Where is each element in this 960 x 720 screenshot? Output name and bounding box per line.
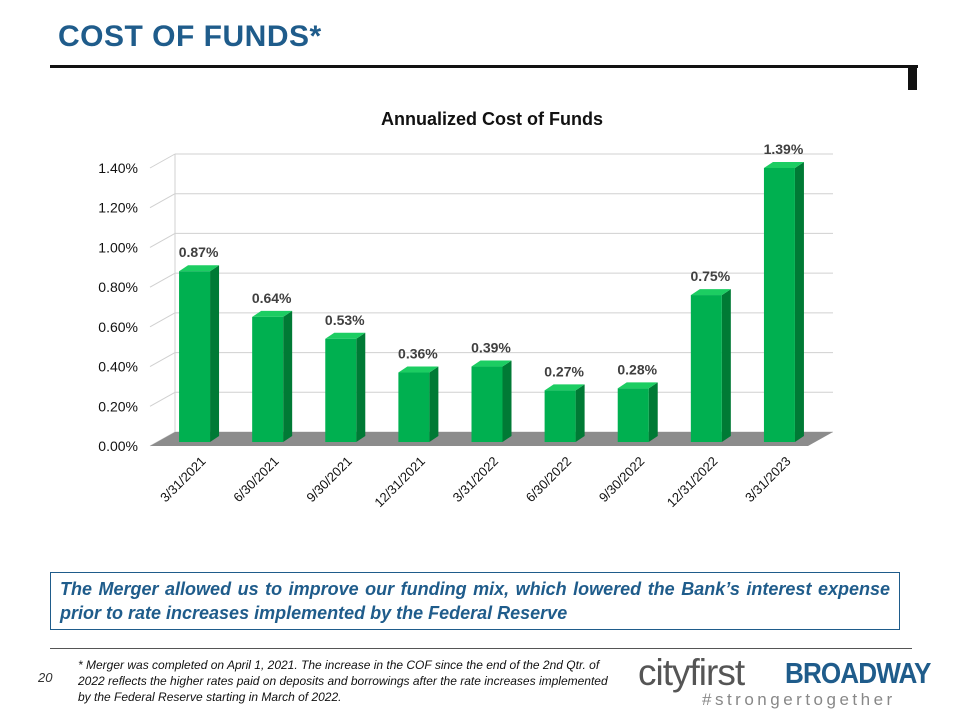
title-divider — [50, 65, 918, 68]
bar-front — [544, 390, 576, 442]
y-tick-label: 0.80% — [98, 279, 138, 295]
cost-of-funds-chart: Annualized Cost of Funds 0.00% 0.20% 0.40%… — [98, 109, 833, 511]
data-label: 0.27% — [544, 363, 584, 379]
y-tick-label: 0.20% — [98, 398, 138, 414]
logo-wordmark: cityfirst — [638, 652, 745, 693]
bar-front — [252, 316, 284, 442]
merger-callout-box: The Merger allowed us to improve our fun… — [50, 572, 900, 630]
x-tick-label: 3/31/2023 — [742, 454, 794, 506]
x-tick-label: 9/30/2021 — [303, 454, 355, 506]
logo-wordmark-strong: BROADWAY — [785, 658, 931, 690]
bar-top — [252, 310, 293, 317]
bar-top — [617, 382, 658, 389]
y-tick-label: 1.40% — [98, 160, 138, 176]
data-label: 0.39% — [471, 340, 511, 356]
bar-side — [356, 332, 366, 442]
page-title: COST OF FUNDS* — [58, 20, 322, 53]
gridline-side — [149, 312, 176, 328]
x-tick-label: 12/31/2022 — [664, 454, 721, 511]
data-label: 1.39% — [764, 141, 804, 157]
gridline-side — [149, 272, 176, 288]
bar — [763, 161, 804, 442]
gridline-side — [149, 352, 176, 368]
bar-top — [690, 289, 731, 296]
footnote: * Merger was completed on April 1, 2021.… — [78, 658, 608, 704]
data-label: 0.64% — [252, 290, 292, 306]
bar — [617, 382, 658, 442]
y-tick-label: 0.40% — [98, 359, 138, 375]
chart-title: Annualized Cost of Funds — [381, 109, 603, 129]
x-tick-label: 6/30/2022 — [523, 454, 575, 506]
bar-side — [210, 265, 220, 442]
gridline-side — [149, 232, 176, 248]
bar-front — [763, 167, 795, 442]
data-label: 0.75% — [690, 268, 730, 284]
bar-top — [544, 384, 585, 391]
bar — [398, 366, 439, 442]
x-tick-label: 3/31/2021 — [157, 454, 209, 506]
bar-front — [398, 372, 430, 442]
gridline-side — [149, 193, 176, 209]
logo-tagline: #strongertogether — [702, 690, 896, 709]
bar-side — [429, 366, 439, 442]
page-number: 20 — [38, 670, 53, 685]
bar — [179, 265, 220, 442]
x-tick-label: 12/31/2021 — [371, 454, 428, 511]
bar-side — [794, 161, 804, 442]
title-divider-tab — [908, 68, 917, 90]
data-label: 0.87% — [179, 244, 219, 260]
bar-front — [325, 338, 357, 442]
bar-front — [471, 366, 503, 442]
bar-side — [283, 310, 293, 442]
bar-side — [502, 360, 512, 442]
company-logo: cityfirst BROADWAY #strongertogether — [638, 652, 931, 712]
gridline-side — [149, 153, 176, 169]
bar — [471, 360, 512, 442]
data-label: 0.53% — [325, 312, 365, 328]
bar-front — [617, 388, 649, 442]
x-tick-label: 9/30/2022 — [596, 454, 648, 506]
bar — [690, 289, 731, 442]
bar-top — [763, 161, 804, 168]
y-tick-label: 0.60% — [98, 319, 138, 335]
x-tick-label: 3/31/2022 — [450, 454, 502, 506]
bar-top — [179, 265, 220, 272]
bar — [325, 332, 366, 442]
bar-side — [575, 384, 585, 442]
bar-top — [471, 360, 512, 367]
bar-side — [648, 382, 658, 442]
bar-front — [179, 271, 211, 442]
footer-divider — [50, 648, 912, 649]
y-tick-label: 1.20% — [98, 200, 138, 216]
data-label: 0.36% — [398, 346, 438, 362]
y-tick-label: 1.00% — [98, 239, 138, 255]
bar-top — [398, 366, 439, 373]
bar — [252, 310, 293, 442]
data-label: 0.28% — [617, 361, 657, 377]
y-tick-label: 0.00% — [98, 438, 138, 454]
gridline-side — [149, 391, 176, 407]
bar — [544, 384, 585, 442]
bar-side — [721, 289, 731, 442]
x-tick-label: 6/30/2021 — [230, 454, 282, 506]
bar-front — [690, 295, 722, 442]
bar-top — [325, 332, 366, 339]
